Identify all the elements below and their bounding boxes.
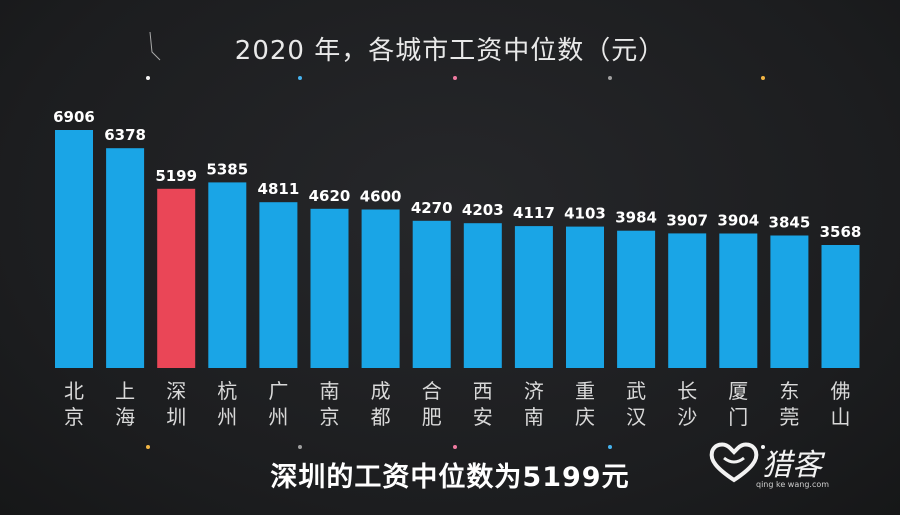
value-label-3: 5385 xyxy=(206,160,248,178)
category-label-14: 东莞 xyxy=(779,379,799,429)
category-label-4: 广州 xyxy=(268,379,288,429)
watermark-sub-text: qing ke wang.com xyxy=(756,480,830,489)
bar-0 xyxy=(55,130,93,368)
bar-4 xyxy=(259,202,298,368)
value-label-1: 6378 xyxy=(104,126,146,144)
category-label-2: 深圳 xyxy=(166,379,186,429)
value-label-14: 3845 xyxy=(769,214,811,232)
value-label-0: 6906 xyxy=(53,108,95,126)
category-label-3: 杭州 xyxy=(217,379,237,429)
value-label-15: 3568 xyxy=(820,223,862,241)
value-label-5: 4620 xyxy=(309,187,351,205)
value-label-10: 4103 xyxy=(564,205,606,223)
bar-9 xyxy=(514,226,553,368)
category-label-6: 成都 xyxy=(371,379,391,429)
value-label-13: 3904 xyxy=(717,212,759,230)
category-label-11: 武汉 xyxy=(626,379,646,429)
value-label-7: 4270 xyxy=(411,199,453,217)
bar-11 xyxy=(617,230,656,368)
bar-15 xyxy=(821,245,860,368)
bar-7 xyxy=(412,220,451,368)
bar-1 xyxy=(106,148,145,368)
decorative-dots xyxy=(146,31,765,449)
category-label-9: 济南 xyxy=(524,379,544,429)
watermark-logo-text: 猎客 xyxy=(762,448,822,483)
category-label-12: 长沙 xyxy=(677,379,697,429)
bar-6 xyxy=(361,209,400,368)
heart-logo-icon xyxy=(709,442,759,483)
chart-title: 2020 年，各城市工资中位数（元） xyxy=(234,36,666,66)
value-label-6: 4600 xyxy=(360,188,402,206)
category-label-13: 厦门 xyxy=(728,379,748,429)
category-label-7: 合肥 xyxy=(422,379,442,429)
value-label-2: 5199 xyxy=(155,167,197,185)
bar-3 xyxy=(208,182,247,368)
value-label-9: 4117 xyxy=(513,204,555,222)
watermark: 猎客 qing ke wang.com xyxy=(706,436,846,492)
category-label-8: 西安 xyxy=(473,379,493,429)
category-label-1: 上海 xyxy=(115,379,135,429)
category-label-5: 南京 xyxy=(320,379,340,429)
category-label-10: 重庆 xyxy=(575,379,595,429)
category-label-0: 北京 xyxy=(64,379,84,429)
bar-13 xyxy=(719,233,758,368)
value-label-11: 3984 xyxy=(615,209,657,227)
bar-12 xyxy=(668,233,707,368)
bar-2 xyxy=(157,188,196,368)
caption: 深圳的工资中位数为5199元 xyxy=(270,462,630,493)
bar-10 xyxy=(566,226,604,368)
value-label-8: 4203 xyxy=(462,201,504,219)
value-label-12: 3907 xyxy=(666,211,708,229)
category-label-15: 佛山 xyxy=(831,379,851,429)
bar-14 xyxy=(770,235,809,368)
value-label-4: 4811 xyxy=(258,180,300,198)
bar-5 xyxy=(310,208,349,368)
bar-8 xyxy=(463,223,502,368)
